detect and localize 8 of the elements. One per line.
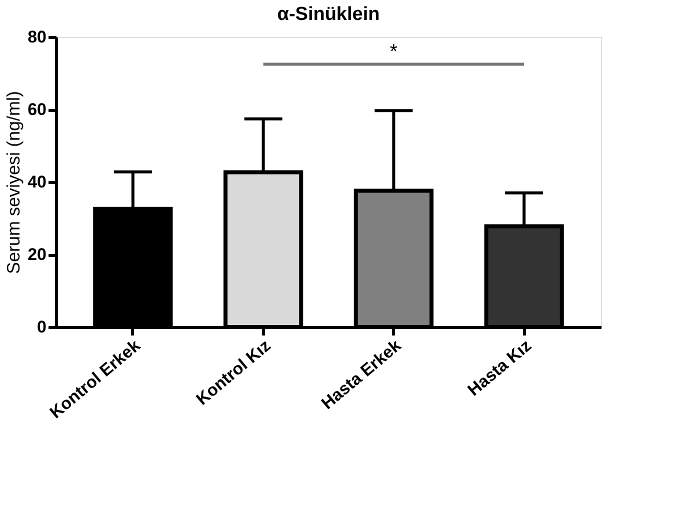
y-tick-label: 60 — [28, 100, 46, 119]
y-tick-label: 20 — [28, 245, 46, 264]
y-tick-label: 80 — [28, 28, 46, 46]
y-tick-label: 40 — [28, 172, 46, 192]
chart-title: α-Sinüklein — [277, 4, 380, 25]
y-axis-title: Serum seviyesi (ng/ml) — [4, 90, 24, 274]
y-tick-label: 0 — [37, 318, 46, 336]
annotation: * — [390, 41, 398, 64]
